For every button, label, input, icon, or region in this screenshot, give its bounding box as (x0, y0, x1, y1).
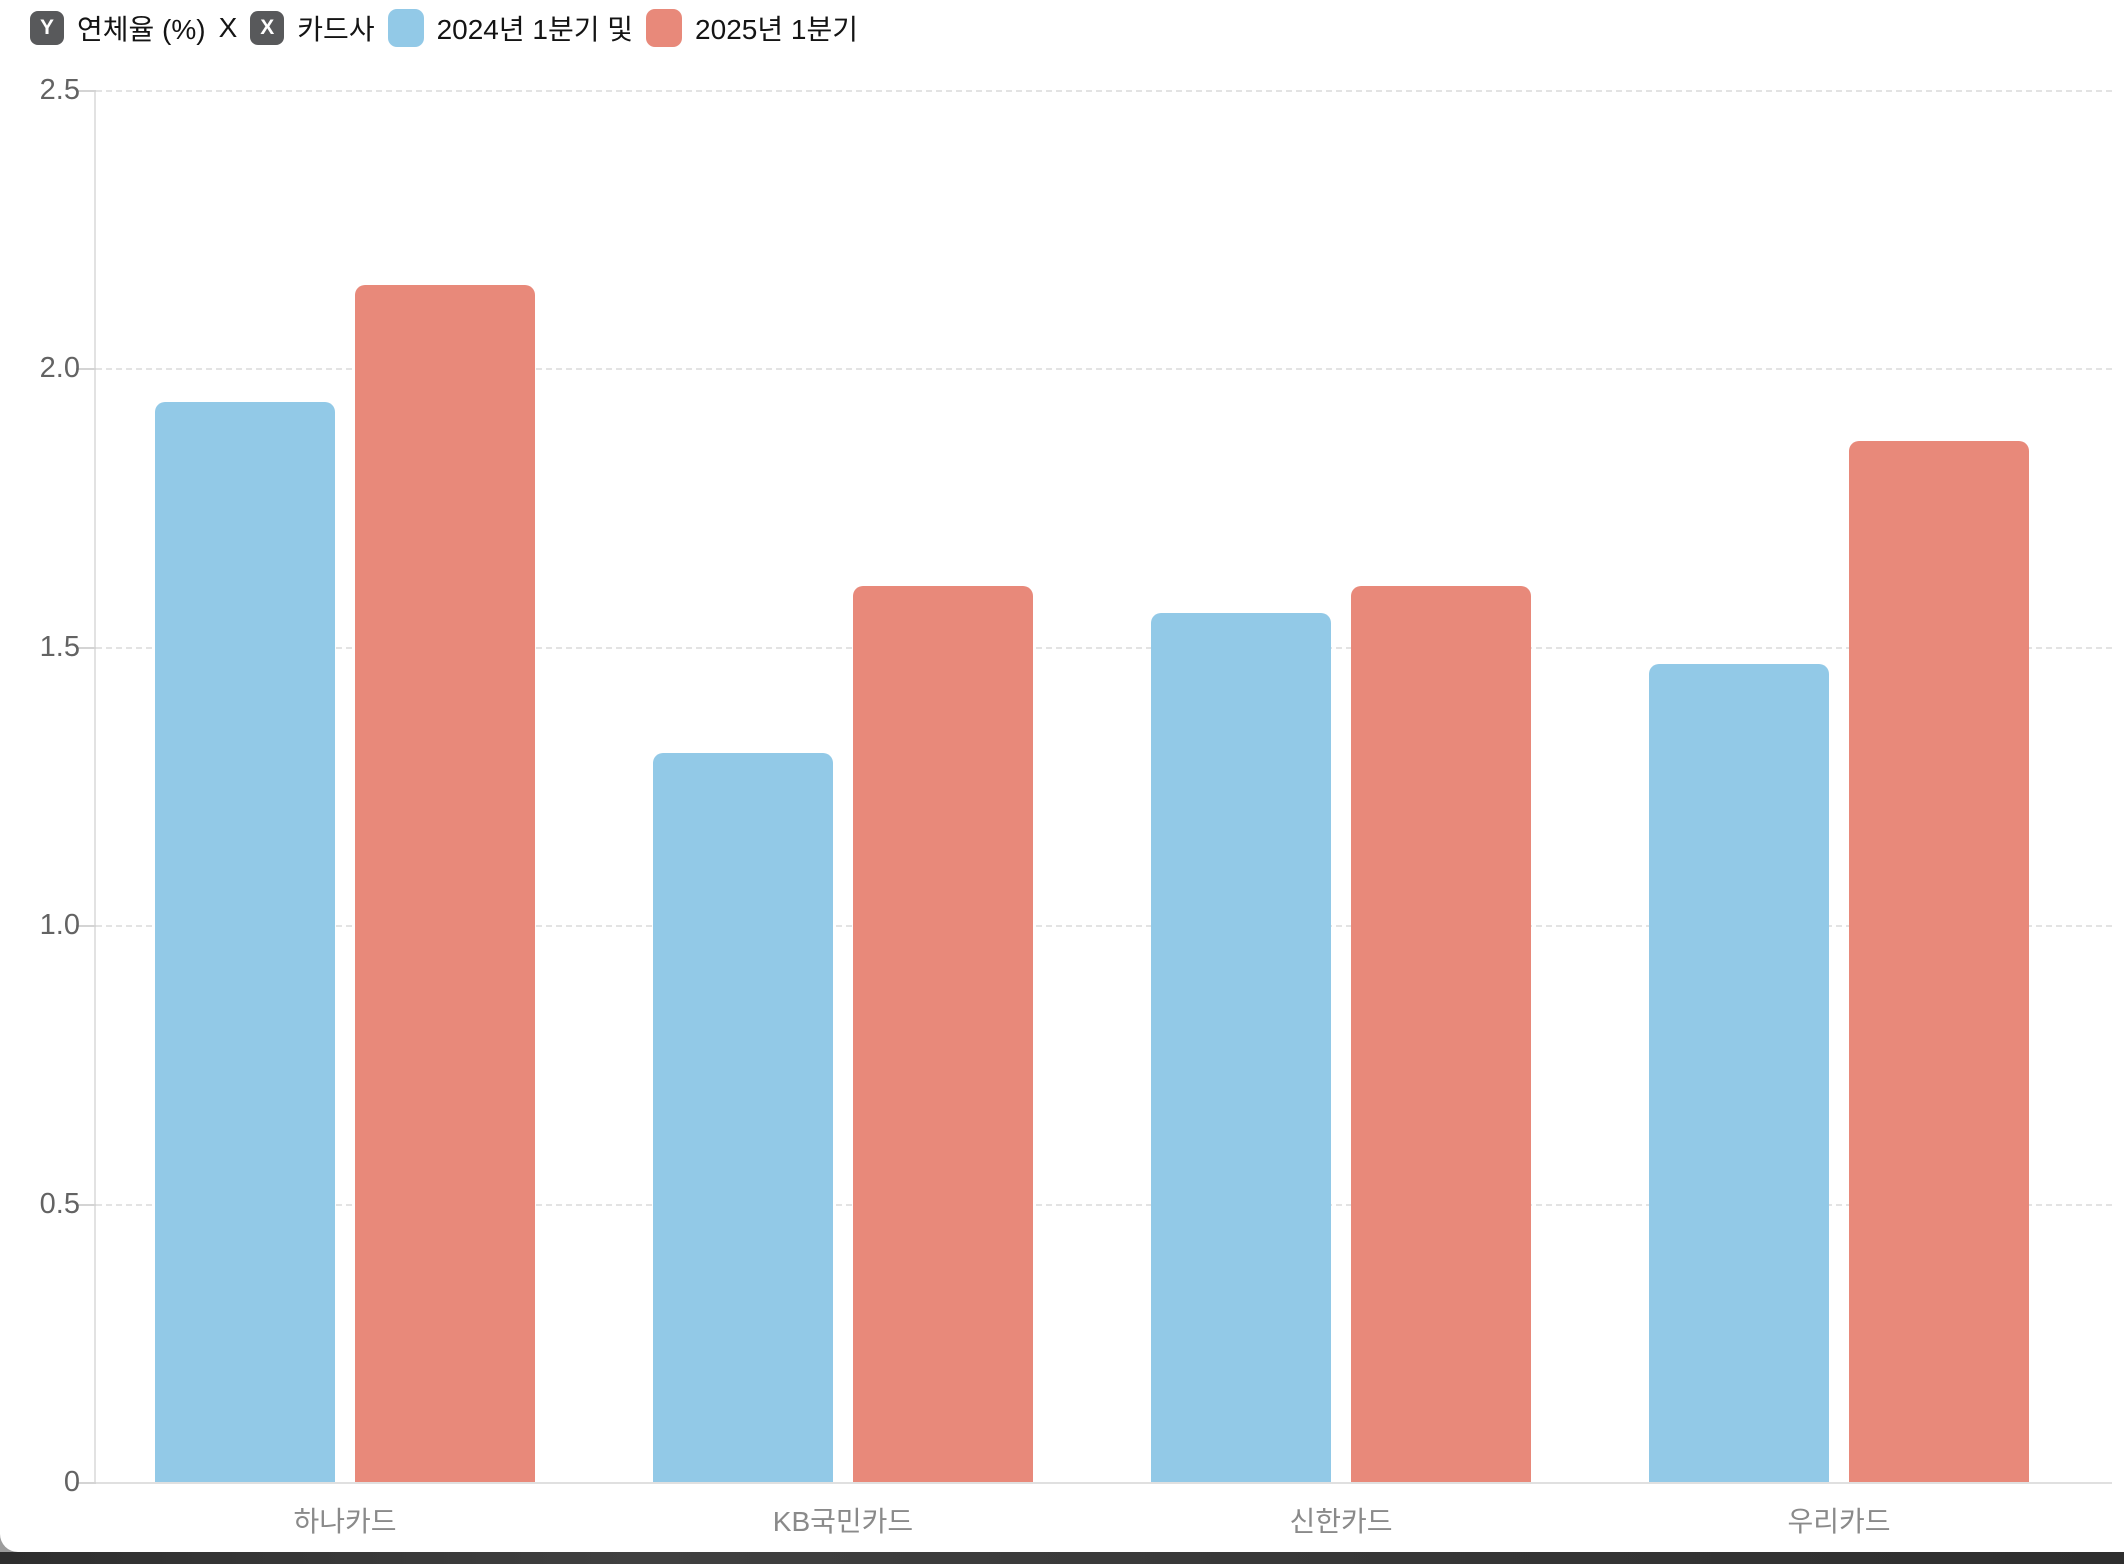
bar-2025년 1분기-KB국민카드[interactable] (853, 585, 1033, 1482)
gridline-y-0.5 (96, 1203, 2112, 1206)
bar-2024년 1분기-신한카드[interactable] (1151, 613, 1331, 1482)
y-tick-mark-0 (76, 1482, 96, 1484)
x-category-label-하나카드: 하나카드 (293, 1506, 397, 1537)
legend-x-axis: X 카드사 (250, 8, 375, 48)
y-tick-mark-1.0 (76, 925, 96, 928)
y-tick-mark-2.5 (76, 90, 96, 92)
bar-2024년 1분기-KB국민카드[interactable] (653, 752, 833, 1482)
y-tick-mark-1.5 (76, 646, 96, 649)
legend-swatch-2025-q1-icon (646, 9, 683, 47)
chart-legend: Y 연체율 (%) X X 카드사 2024년 1분기 및 2025년 1분기 (30, 8, 858, 48)
y-tick-label-0: 0 (63, 1466, 80, 1498)
x-category-label-신한카드: 신한카드 (1289, 1506, 1393, 1537)
x-category-label-KB국민카드: KB국민카드 (772, 1506, 914, 1537)
y-axis-label: 연체율 (%) (77, 14, 206, 45)
y-tick-mark-0.5 (76, 1203, 96, 1206)
gridline-y-1.5 (96, 646, 2112, 649)
legend-series-2025-q1[interactable]: 2025년 1분기 (646, 8, 858, 48)
bar-2025년 1분기-신한카드[interactable] (1351, 585, 1531, 1482)
gridline-y-2.5 (96, 90, 2112, 92)
y-tick-label-2.0: 2.0 (39, 352, 80, 385)
legend-swatch-2024-q1-icon (387, 9, 424, 47)
y-tick-label-1.5: 1.5 (39, 630, 80, 663)
y-tick-mark-2.0 (76, 368, 96, 371)
y-axis-badge-icon: Y (30, 11, 64, 45)
bar-2024년 1분기-하나카드[interactable] (155, 401, 335, 1482)
legend-x-separator: X (218, 12, 238, 43)
gridline-y-2.0 (96, 368, 2112, 371)
window-bottom-edge (0, 1552, 2124, 1564)
legend-label-2024-q1: 2024년 1분기 및 (436, 14, 634, 45)
x-axis-label: 카드사 (297, 14, 375, 45)
bar-2025년 1분기-하나카드[interactable] (355, 284, 535, 1482)
bar-2025년 1분기-우리카드[interactable] (1849, 440, 2029, 1482)
y-tick-label-1.0: 1.0 (39, 909, 80, 942)
bar-2024년 1분기-우리카드[interactable] (1649, 663, 1829, 1482)
x-category-label-우리카드: 우리카드 (1787, 1506, 1891, 1537)
legend-series-2024-q1[interactable]: 2024년 1분기 및 (387, 8, 634, 48)
y-tick-label-2.5: 2.5 (39, 74, 80, 106)
gridline-y-0 (96, 1482, 2112, 1484)
x-axis-badge-icon: X (250, 11, 285, 45)
legend-y-axis: Y 연체율 (%) (30, 8, 206, 48)
plot-area: 0 0.5 1.0 1.5 2.0 2.5 하나카드 KB국민카드 신한카드 우리카드 (40, 74, 2112, 1537)
gridline-y-1.0 (96, 925, 2112, 928)
y-tick-label-0.5: 0.5 (39, 1187, 80, 1220)
legend-label-2025-q1: 2025년 1분기 (695, 14, 858, 45)
